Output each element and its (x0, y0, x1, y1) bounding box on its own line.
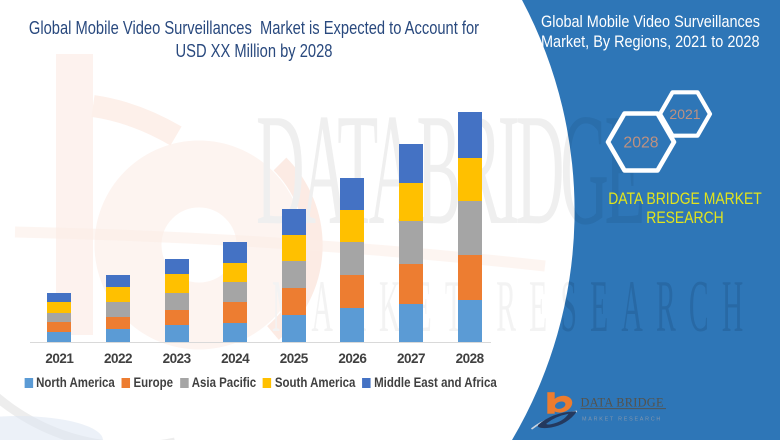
svg-text:2021: 2021 (669, 106, 700, 122)
svg-text:DATA BRIDGE: DATA BRIDGE (581, 396, 664, 410)
svg-text:2028: 2028 (623, 135, 658, 152)
svg-text:MARKET RESEARCH: MARKET RESEARCH (582, 416, 662, 422)
